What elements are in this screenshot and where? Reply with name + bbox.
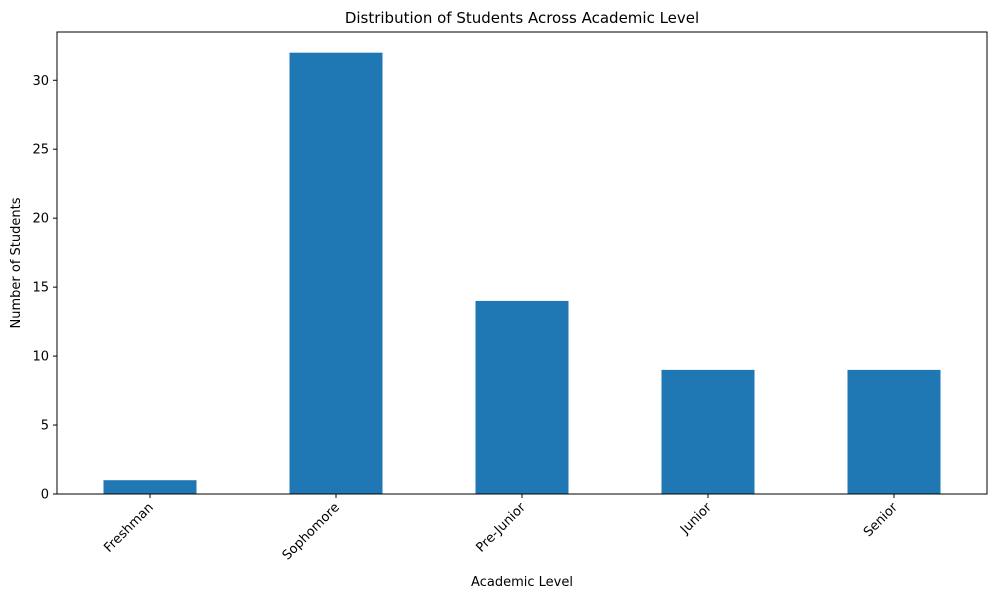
x-axis: Freshman Sophomore Pre-Junior Junior Senior bbox=[101, 494, 901, 563]
chart-title: Distribution of Students Across Academic… bbox=[345, 9, 699, 27]
bars-group bbox=[103, 52, 941, 495]
plot-frame bbox=[56, 31, 988, 495]
bar-sophomore bbox=[289, 52, 383, 495]
y-tick-label: 5 bbox=[41, 419, 49, 434]
y-tick-label: 30 bbox=[32, 74, 49, 89]
bar-junior bbox=[661, 369, 755, 494]
x-tick-label: Senior bbox=[861, 500, 901, 540]
x-tick-label: Freshman bbox=[101, 500, 156, 555]
y-tick-label: 20 bbox=[32, 212, 49, 227]
x-axis-label: Academic Level bbox=[471, 575, 573, 590]
y-tick-label: 25 bbox=[32, 143, 49, 158]
bar-freshman bbox=[103, 480, 197, 494]
y-tick-label: 15 bbox=[32, 281, 49, 296]
y-tick-label: 10 bbox=[32, 350, 49, 365]
y-axis-label: Number of Students bbox=[9, 197, 24, 328]
x-tick-label: Pre-Junior bbox=[473, 500, 529, 556]
bar-pre-junior bbox=[475, 300, 569, 494]
y-tick-label: 0 bbox=[41, 488, 49, 503]
x-tick-label: Junior bbox=[677, 500, 715, 538]
x-tick-label: Sophomore bbox=[280, 500, 343, 563]
bar-senior bbox=[847, 369, 941, 494]
y-axis: 0 5 10 15 20 25 30 bbox=[32, 74, 57, 503]
